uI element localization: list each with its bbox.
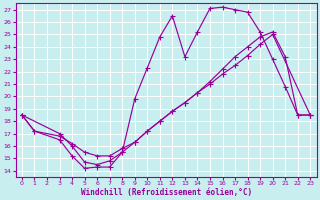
X-axis label: Windchill (Refroidissement éolien,°C): Windchill (Refroidissement éolien,°C) xyxy=(81,188,252,197)
